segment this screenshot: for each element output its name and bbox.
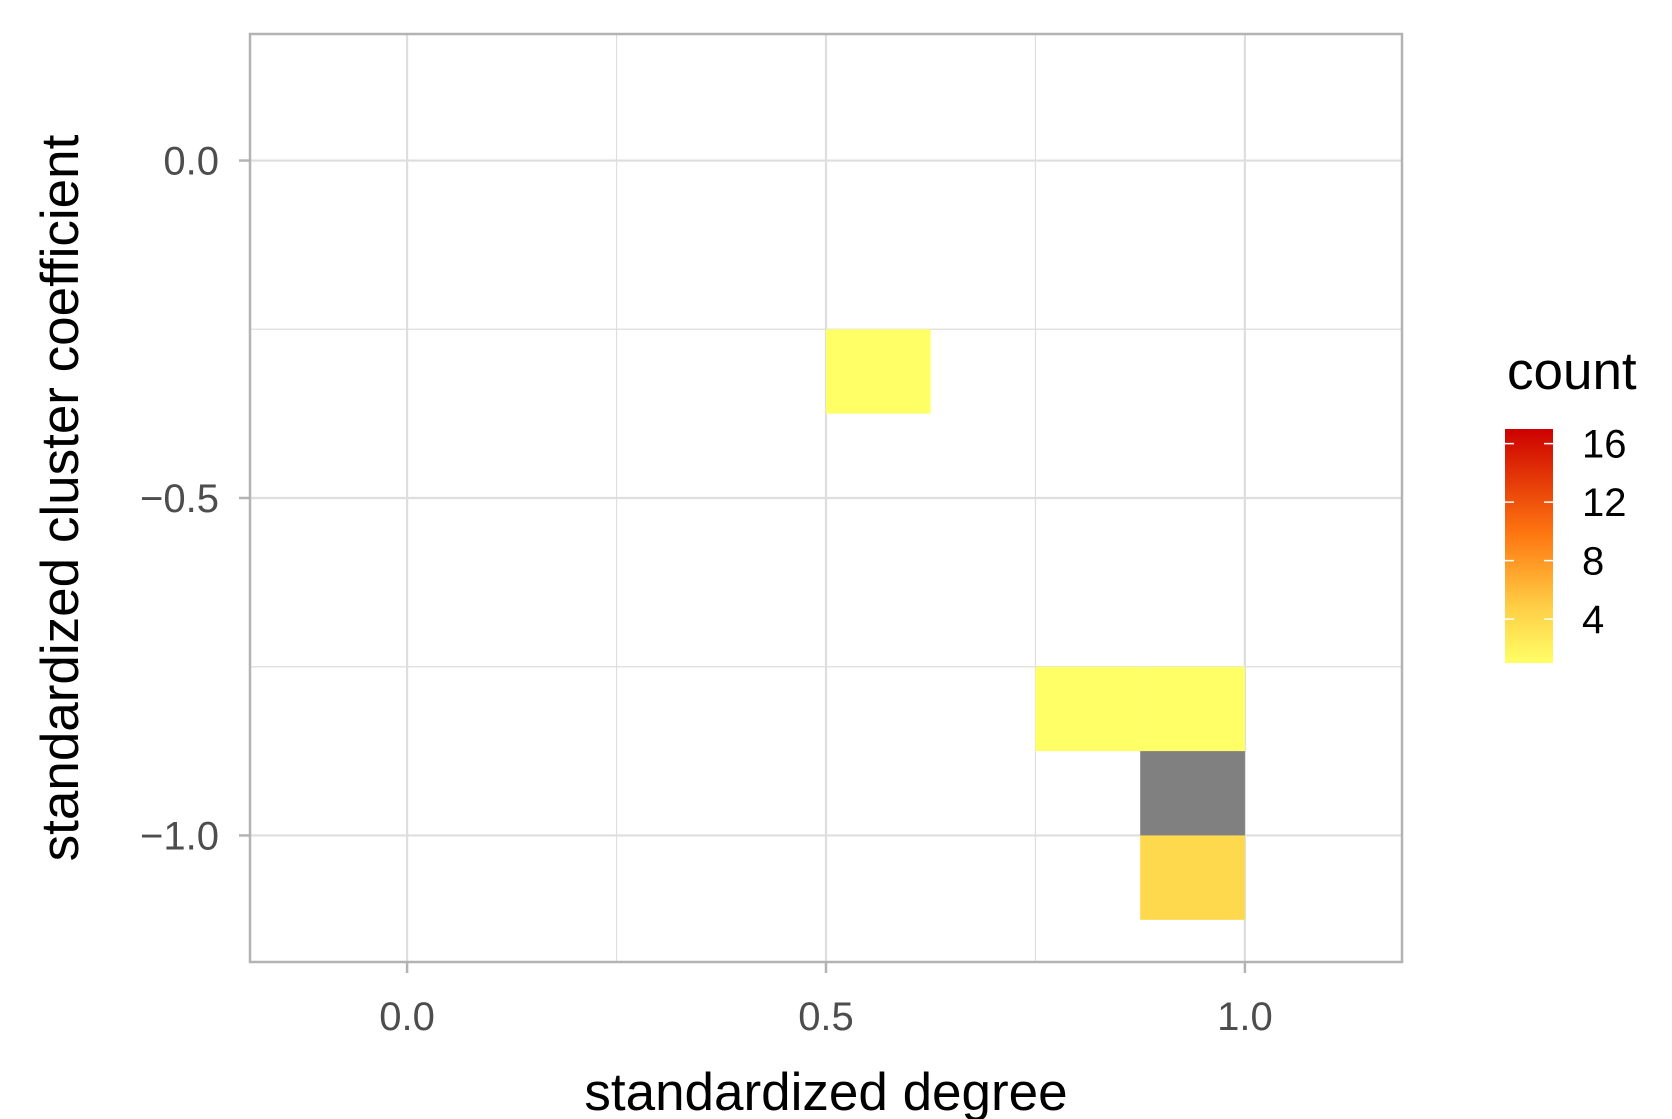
legend-labels: 4 8 12 16 — [1582, 423, 1627, 643]
heatmap-bins — [826, 329, 1245, 920]
y-tick-label: −0.5 — [140, 477, 219, 521]
heatmap-cell — [1140, 835, 1245, 920]
color-legend: count 4 8 12 16 — [1505, 342, 1637, 663]
x-tick-label: 1.0 — [1217, 995, 1273, 1039]
x-tick-label: 0.0 — [379, 995, 435, 1039]
heatmap-cell — [826, 329, 931, 414]
tick-labels: 0.0 0.5 1.0 0.0 −0.5 −1.0 — [140, 140, 1273, 1039]
y-tick-label: 0.0 — [163, 140, 219, 184]
legend-title: count — [1507, 342, 1637, 401]
legend-label: 4 — [1582, 598, 1604, 642]
legend-colorbar — [1505, 429, 1553, 663]
legend-ticks — [1505, 442, 1553, 620]
heatmap-cell — [1140, 666, 1245, 752]
x-axis-title: standardized degree — [584, 1063, 1067, 1119]
heatmap-cell — [1035, 666, 1141, 752]
heatmap-cell-na — [1140, 751, 1245, 836]
legend-label: 12 — [1582, 481, 1627, 525]
legend-label: 8 — [1582, 540, 1604, 584]
x-tick-label: 0.5 — [798, 995, 854, 1039]
y-tick-label: −1.0 — [140, 814, 219, 858]
axis-ticks — [239, 159, 1247, 973]
y-axis-title: standardized cluster coefficient — [31, 134, 90, 861]
legend-label: 16 — [1582, 423, 1627, 467]
